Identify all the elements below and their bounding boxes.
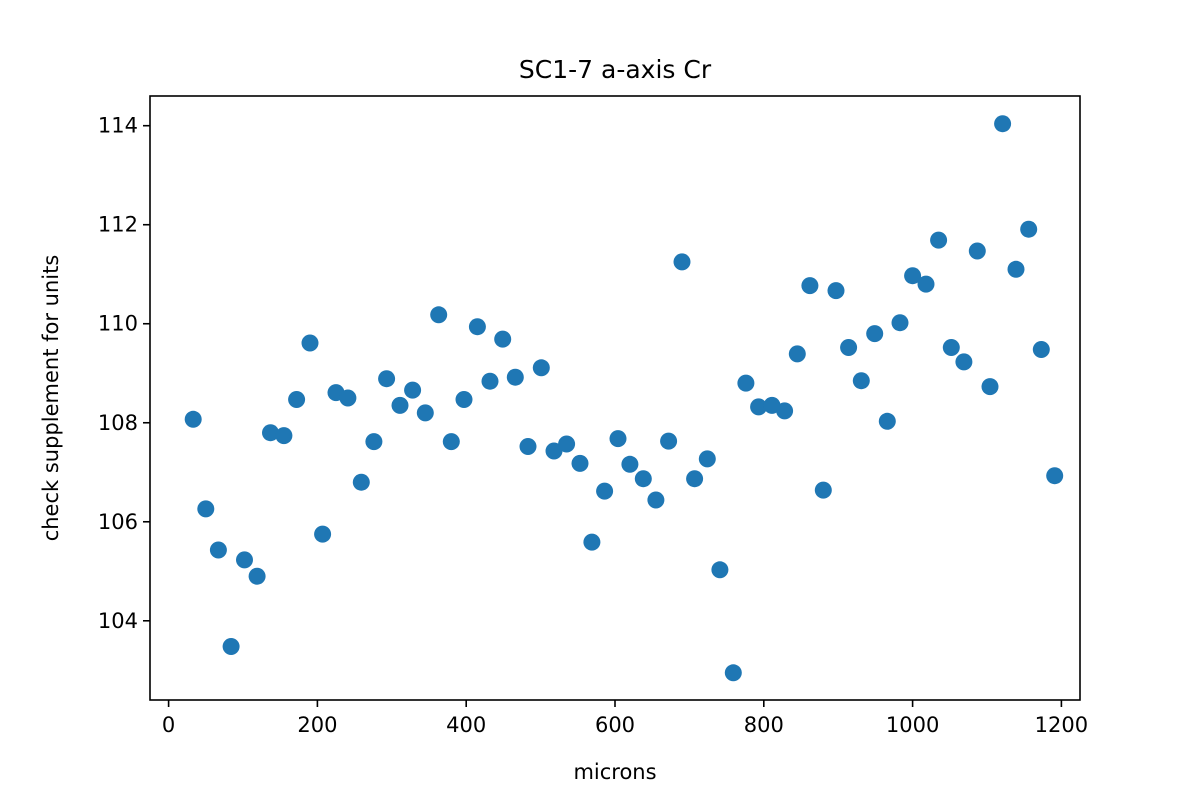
data-point	[288, 391, 306, 408]
data-point	[404, 381, 422, 399]
data-point	[314, 525, 332, 543]
x-tick-label: 800	[744, 713, 784, 737]
data-point	[788, 345, 806, 363]
data-point	[184, 410, 202, 428]
x-axis-label: microns	[573, 760, 656, 784]
data-point	[673, 253, 691, 271]
data-point	[1007, 260, 1025, 278]
data-point	[955, 353, 973, 371]
data-point	[222, 638, 240, 655]
data-point	[468, 318, 486, 336]
data-point	[609, 430, 627, 448]
data-point	[339, 389, 357, 407]
x-tick-label: 400	[446, 713, 486, 737]
data-point	[814, 481, 832, 499]
data-point	[545, 442, 563, 460]
x-tick-label: 0	[162, 713, 175, 737]
data-point	[968, 242, 986, 260]
data-point	[776, 402, 794, 420]
data-point	[583, 533, 601, 551]
data-point	[197, 500, 215, 518]
data-point	[391, 396, 409, 414]
x-tick-label: 600	[595, 713, 635, 737]
data-point	[827, 282, 845, 300]
data-point	[481, 372, 499, 390]
data-point	[942, 339, 960, 356]
data-point	[209, 541, 227, 559]
y-tick-label: 106	[98, 510, 138, 534]
data-point	[647, 491, 665, 509]
data-point	[365, 433, 383, 451]
x-tick-label: 1000	[886, 713, 939, 737]
data-point	[442, 433, 460, 451]
y-tick-label: 104	[98, 609, 138, 633]
y-tick-label: 108	[98, 411, 138, 435]
data-point	[378, 370, 396, 388]
data-point	[930, 231, 948, 249]
data-point	[571, 454, 589, 472]
data-point	[301, 334, 319, 352]
data-point	[1032, 341, 1050, 358]
data-point	[621, 455, 639, 473]
data-point	[904, 267, 922, 285]
data-point	[430, 306, 448, 324]
data-point	[852, 372, 870, 390]
data-point	[724, 664, 742, 682]
data-point	[686, 470, 704, 488]
data-point	[532, 359, 550, 377]
plot-frame	[149, 95, 1081, 701]
x-axis-ticks: 0 200 400 600 800 1000 1200	[162, 700, 1088, 737]
data-point	[262, 424, 279, 442]
data-point	[506, 368, 524, 386]
data-point	[801, 277, 819, 295]
data-point	[891, 314, 909, 332]
x-tick-label: 200	[297, 713, 337, 737]
data-point	[1046, 467, 1064, 485]
x-tick-label: 1200	[1035, 713, 1088, 737]
data-point	[711, 561, 729, 579]
data-point	[519, 438, 537, 455]
data-point	[352, 473, 370, 491]
data-points	[184, 115, 1064, 682]
y-axis-ticks: 104 106 108 110 112 114	[98, 114, 150, 633]
data-point	[596, 482, 614, 500]
data-point	[416, 404, 434, 422]
y-axis-label: check supplement for units	[39, 255, 63, 542]
data-point	[236, 551, 253, 569]
y-tick-label: 112	[98, 213, 138, 237]
data-point	[275, 427, 293, 445]
data-point	[558, 435, 576, 453]
data-point	[750, 398, 768, 416]
data-point	[840, 339, 858, 356]
y-tick-label: 114	[98, 114, 138, 138]
y-tick-label: 110	[98, 312, 138, 336]
data-point	[917, 275, 935, 293]
data-point	[660, 432, 678, 450]
data-point	[494, 330, 512, 348]
data-point	[994, 115, 1012, 133]
data-point	[878, 412, 896, 430]
data-point	[634, 470, 652, 488]
data-point	[698, 450, 716, 468]
data-point	[1020, 220, 1038, 238]
data-point	[981, 378, 999, 396]
data-point	[737, 374, 755, 392]
data-point	[248, 567, 266, 585]
data-point	[866, 325, 884, 343]
data-point	[455, 391, 473, 408]
chart-title: SC1-7 a-axis Cr	[519, 55, 712, 84]
